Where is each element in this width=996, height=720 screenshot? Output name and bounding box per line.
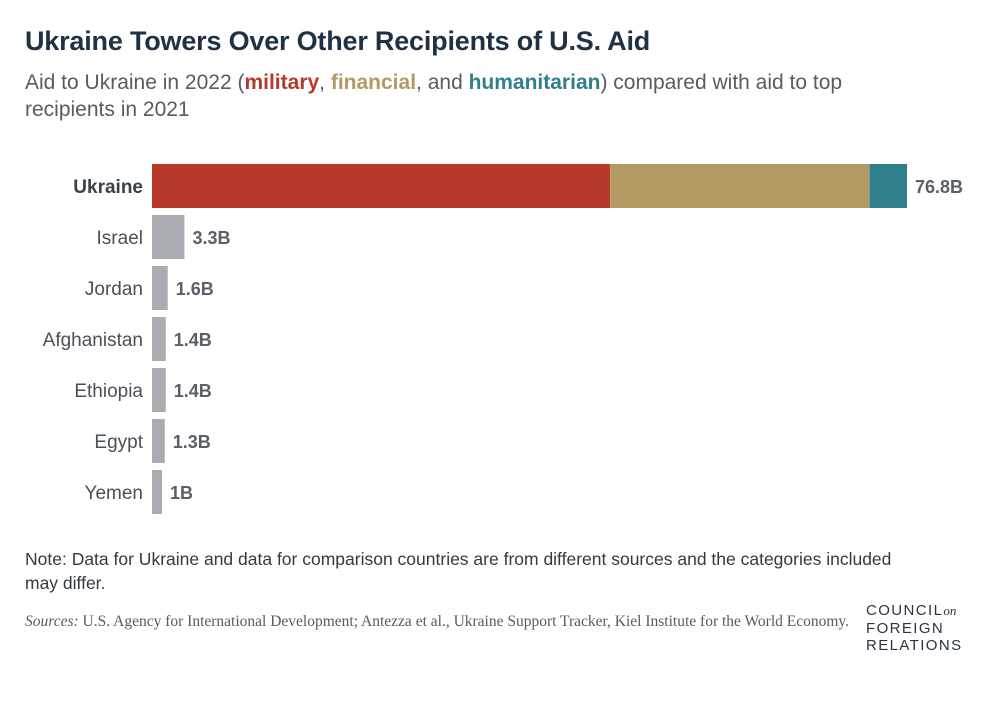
category-label-jordan: Jordan bbox=[85, 279, 143, 300]
bar-yemen bbox=[152, 470, 162, 514]
category-label-yemen: Yemen bbox=[85, 483, 143, 504]
value-label-yemen: 1B bbox=[170, 483, 193, 503]
bar-ethiopia bbox=[152, 368, 166, 412]
value-label-afghanistan: 1.4B bbox=[174, 330, 212, 350]
subtitle-sep1: , bbox=[319, 71, 331, 94]
subtitle-suffix: ) compared with aid to top recipients in… bbox=[25, 71, 843, 121]
sources-label: Sources: bbox=[25, 613, 79, 630]
subtitle-prefix: Aid to Ukraine in 2022 ( bbox=[25, 71, 245, 94]
category-label-israel: Israel bbox=[97, 228, 143, 249]
sources-text: U.S. Agency for International Developmen… bbox=[78, 613, 850, 630]
value-label-jordan: 1.6B bbox=[176, 279, 214, 299]
category-label-afghanistan: Afghanistan bbox=[43, 330, 143, 351]
bar-ukraine-humanitarian bbox=[869, 164, 907, 208]
value-label-ethiopia: 1.4B bbox=[174, 381, 212, 401]
logo-line2: FOREIGN bbox=[866, 619, 945, 637]
bar-israel bbox=[152, 215, 185, 259]
value-label-egypt: 1.3B bbox=[173, 432, 211, 452]
subtitle-sep2: , and bbox=[416, 71, 469, 94]
cfr-logo: COUNCILon FOREIGN RELATIONS bbox=[866, 602, 963, 655]
category-label-ukraine: Ukraine bbox=[73, 177, 143, 198]
logo-on: on bbox=[943, 603, 957, 618]
chart-sources: Sources: U.S. Agency for International D… bbox=[25, 611, 855, 632]
category-label-ethiopia: Ethiopia bbox=[74, 381, 143, 402]
value-label-israel: 3.3B bbox=[192, 228, 230, 248]
chart-subtitle: Aid to Ukraine in 2022 (military, financ… bbox=[25, 69, 925, 123]
bar-ukraine-financial bbox=[610, 164, 870, 208]
subtitle-humanitarian: humanitarian bbox=[468, 71, 601, 94]
bar-afghanistan bbox=[152, 317, 166, 361]
subtitle-military: military bbox=[244, 71, 320, 94]
bar-jordan bbox=[152, 266, 168, 310]
chart-note: Note: Data for Ukraine and data for comp… bbox=[25, 549, 892, 593]
chart-title: Ukraine Towers Over Other Recipients of … bbox=[25, 26, 651, 56]
logo-line3: RELATIONS bbox=[866, 637, 963, 654]
logo-line1: COUNCIL bbox=[866, 602, 944, 619]
bar-ukraine-military bbox=[152, 164, 611, 208]
bar-chart: Ukraine 76.8B Israel 3.3B Jordan 1.6B Afghanis… bbox=[43, 164, 963, 514]
category-label-egypt: Egypt bbox=[94, 432, 143, 453]
bar-egypt bbox=[152, 419, 165, 463]
value-label-ukraine: 76.8B bbox=[915, 177, 963, 197]
subtitle-financial: financial bbox=[330, 71, 417, 94]
